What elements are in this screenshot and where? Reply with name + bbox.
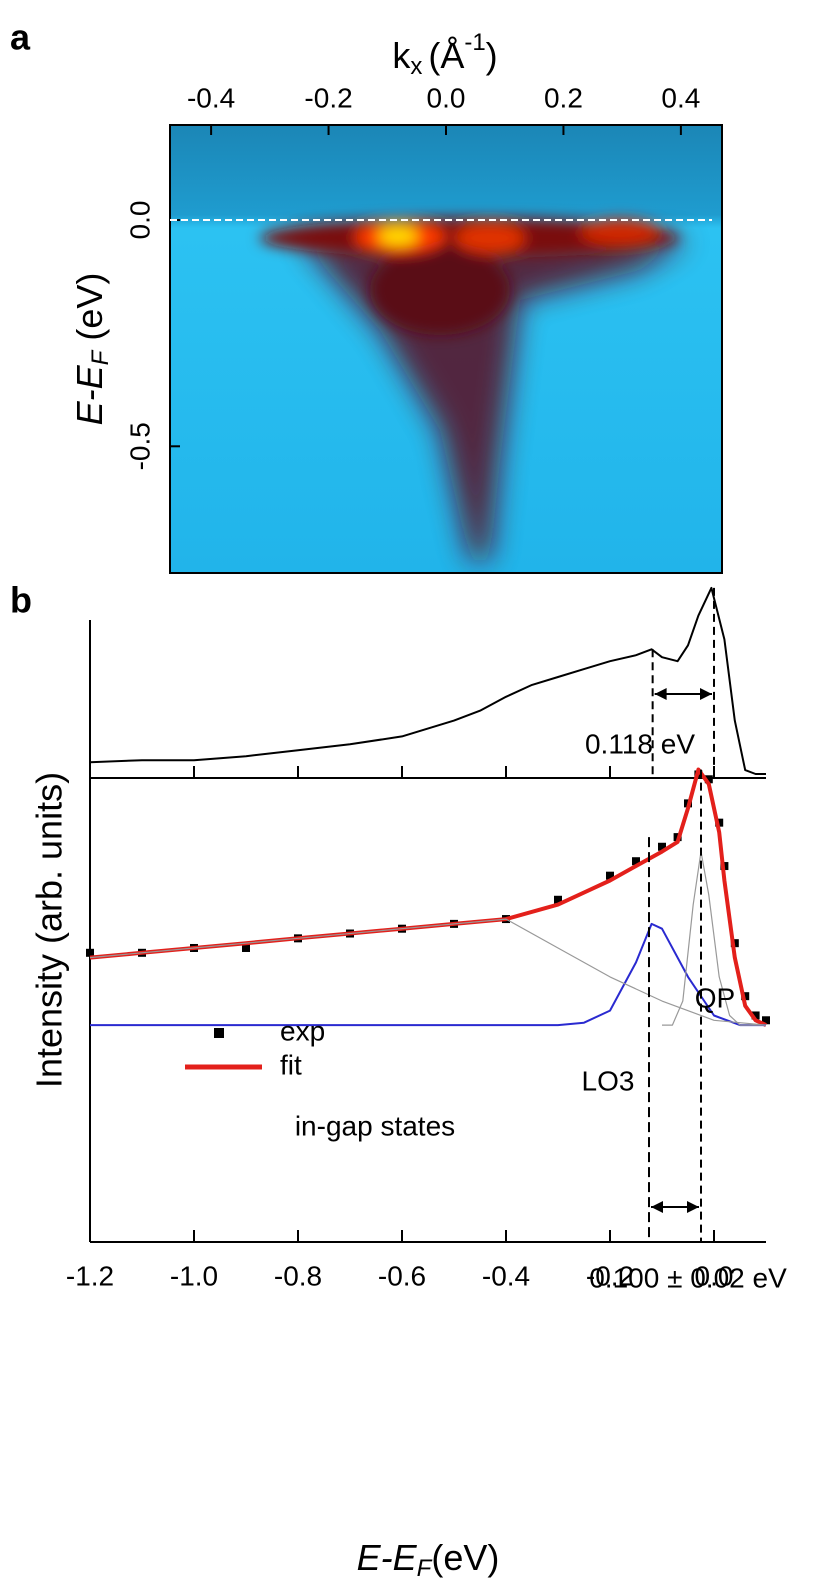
annotation: LO3 <box>582 1065 635 1096</box>
x-tick-label: -1.0 <box>170 1260 218 1291</box>
x-tick-label: -0.4 <box>187 82 235 113</box>
series-line <box>89 918 767 1026</box>
arpes-intensity-map <box>170 125 722 573</box>
title-sup: -1 <box>464 29 485 56</box>
x-tick-label: -1.2 <box>66 1260 114 1291</box>
panel-label: a <box>10 17 31 58</box>
x-tick-label: -0.2 <box>586 1260 634 1291</box>
title-part: E-E <box>357 1537 418 1578</box>
annotation: 0.118 eV <box>585 728 695 759</box>
annotation: QP <box>695 982 735 1013</box>
x-tick-label: -0.4 <box>482 1260 530 1291</box>
x-axis-title: E-EF(eV) <box>357 1537 500 1583</box>
legend-label: fit <box>280 1049 302 1080</box>
title-part: k <box>392 35 411 76</box>
title-part: (eV) <box>431 1537 499 1578</box>
title-part: ) <box>486 35 498 76</box>
series-line <box>89 586 766 775</box>
data-point <box>762 1016 770 1025</box>
data-point <box>86 948 94 957</box>
data-point <box>242 943 250 952</box>
y-axis-title: E-EF (eV) <box>69 273 115 426</box>
arrow-head <box>687 1201 699 1213</box>
legend-label: exp <box>280 1015 325 1046</box>
data-point <box>751 1011 760 1020</box>
x-tick-label: 0.2 <box>544 82 583 113</box>
data-point <box>632 857 640 866</box>
data-point <box>715 818 724 827</box>
data-point <box>741 992 750 1001</box>
y-axis-title: Intensity (arb. units) <box>29 772 70 1088</box>
x-tick-label: -0.8 <box>274 1260 322 1291</box>
series-line <box>90 922 766 1027</box>
y-tick-label: 0.0 <box>124 201 155 240</box>
x-tick-label: -0.6 <box>378 1260 426 1291</box>
arrow-head <box>651 1201 663 1213</box>
annotation: 0.100 ± 0.02 eV <box>589 1262 787 1293</box>
series-line <box>89 767 767 1027</box>
title-sub: F <box>417 1555 433 1582</box>
data-point <box>704 775 713 784</box>
title-sub: x <box>410 53 422 80</box>
data-point <box>606 871 614 880</box>
x-axis-title: kx (Å-1) <box>392 29 497 80</box>
arrow-head <box>700 688 712 700</box>
arrow-head <box>654 688 667 700</box>
x-tick-label: 0.0 <box>695 1260 734 1291</box>
legend-marker <box>214 1028 224 1038</box>
title-part: (eV) <box>69 273 110 351</box>
x-tick-label: 0.4 <box>661 82 700 113</box>
series-line <box>662 851 766 1026</box>
data-point <box>658 842 666 851</box>
x-tick-label: 0.0 <box>427 82 466 113</box>
x-tick-label: -0.2 <box>304 82 352 113</box>
data-point <box>554 895 562 904</box>
title-part: E-E <box>69 364 110 425</box>
panel-label: b <box>10 580 32 621</box>
title-sub: F <box>87 349 114 365</box>
y-tick-label: -0.5 <box>124 422 155 470</box>
title-part: (Å <box>428 35 464 76</box>
annotation: in-gap states <box>295 1110 455 1141</box>
